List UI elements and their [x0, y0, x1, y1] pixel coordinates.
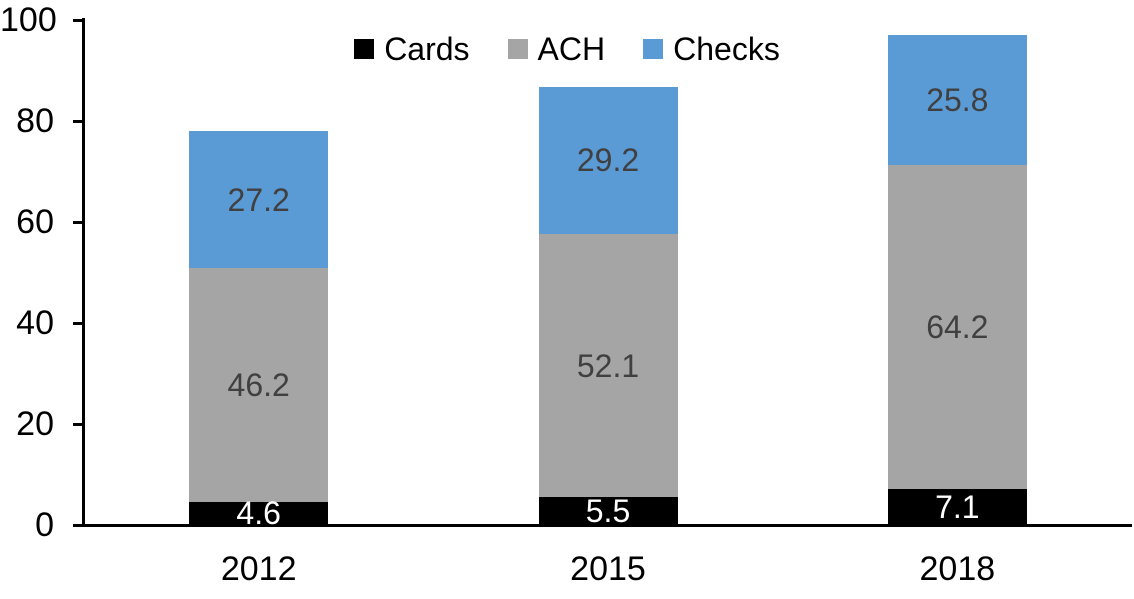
y-tick-label: 60 [16, 203, 54, 241]
legend-item-ach: ACH [507, 31, 606, 67]
y-tick-label: 40 [16, 304, 54, 342]
y-tick-label: 100 [0, 1, 57, 39]
legend-label-checks: Checks [673, 31, 780, 67]
x-axis-line [82, 524, 1132, 527]
y-tick-label: 20 [16, 405, 54, 443]
x-tick-label-2018: 2018 [919, 550, 996, 588]
y-tick-mark [73, 321, 84, 325]
bar-segment-cards-2018 [887, 489, 1027, 525]
legend-swatch-cards [354, 39, 375, 59]
legend-label-ach: ACH [537, 31, 606, 67]
legend-swatch-checks [643, 39, 664, 59]
bar-segment-checks-2015 [538, 86, 678, 235]
bar-segment-cards-2015 [538, 497, 678, 525]
y-tick-mark [73, 523, 84, 527]
legend-label-cards: Cards [384, 31, 470, 67]
legend-item-cards: Cards [354, 31, 470, 67]
bar-segment-checks-2012 [189, 131, 329, 269]
y-tick-mark [73, 119, 84, 123]
bar-segment-ach-2012 [189, 268, 329, 502]
y-tick-mark [73, 18, 84, 22]
bar-segment-cards-2012 [189, 501, 329, 525]
y-tick-mark [73, 422, 84, 426]
bar-segment-ach-2015 [538, 234, 678, 498]
bar-segment-ach-2018 [887, 164, 1027, 490]
x-tick-label-2012: 2012 [220, 550, 297, 588]
y-tick-label: 0 [35, 506, 54, 544]
y-axis-line [82, 18, 85, 527]
legend: Cards ACH Checks [0, 33, 1134, 65]
y-tick-label: 80 [16, 102, 54, 140]
x-tick-label-2015: 2015 [570, 550, 646, 588]
y-tick-mark [73, 220, 84, 224]
bar-segment-checks-2018 [887, 34, 1027, 165]
legend-swatch-ach [507, 39, 528, 59]
legend-item-checks: Checks [643, 33, 780, 65]
